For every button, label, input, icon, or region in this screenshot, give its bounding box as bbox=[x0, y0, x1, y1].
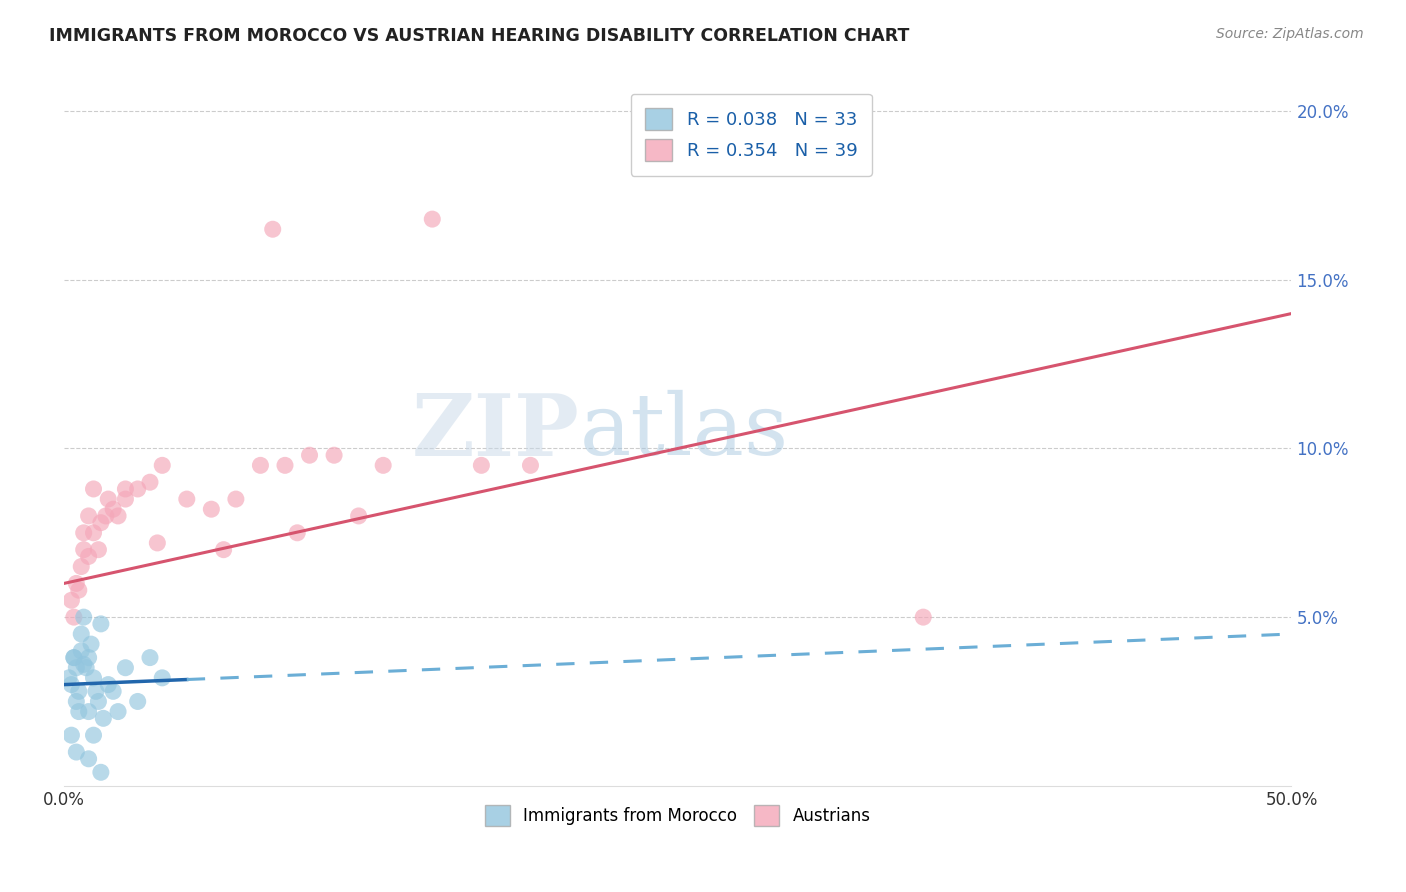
Text: ZIP: ZIP bbox=[412, 390, 579, 474]
Point bbox=[114, 482, 136, 496]
Text: Source: ZipAtlas.com: Source: ZipAtlas.com bbox=[1216, 27, 1364, 41]
Point bbox=[80, 637, 103, 651]
Point bbox=[73, 542, 96, 557]
Point bbox=[65, 694, 87, 708]
Point bbox=[212, 542, 235, 557]
Text: atlas: atlas bbox=[579, 390, 789, 473]
Point bbox=[97, 492, 120, 507]
Point bbox=[65, 745, 87, 759]
Legend: Immigrants from Morocco, Austrians: Immigrants from Morocco, Austrians bbox=[477, 797, 879, 834]
Point bbox=[150, 458, 173, 473]
Point bbox=[114, 492, 136, 507]
Point bbox=[58, 671, 80, 685]
Point bbox=[87, 542, 110, 557]
Point bbox=[150, 671, 173, 685]
Point bbox=[83, 728, 105, 742]
Point bbox=[285, 525, 308, 540]
Point bbox=[60, 728, 83, 742]
Point bbox=[90, 516, 112, 530]
Point bbox=[70, 559, 93, 574]
Point bbox=[67, 583, 90, 598]
Point bbox=[63, 650, 86, 665]
Point bbox=[519, 458, 541, 473]
Point bbox=[101, 502, 124, 516]
Point bbox=[60, 593, 83, 607]
Point bbox=[77, 650, 100, 665]
Point bbox=[67, 684, 90, 698]
Point bbox=[107, 508, 129, 523]
Point bbox=[70, 627, 93, 641]
Point bbox=[60, 677, 83, 691]
Point bbox=[94, 508, 117, 523]
Point bbox=[127, 694, 149, 708]
Point bbox=[470, 458, 492, 473]
Point bbox=[101, 684, 124, 698]
Point bbox=[298, 448, 321, 462]
Point bbox=[373, 458, 395, 473]
Point bbox=[63, 650, 86, 665]
Point bbox=[77, 508, 100, 523]
Point bbox=[114, 661, 136, 675]
Point bbox=[67, 705, 90, 719]
Point bbox=[83, 671, 105, 685]
Point bbox=[75, 661, 97, 675]
Point bbox=[77, 752, 100, 766]
Point bbox=[97, 677, 120, 691]
Point bbox=[90, 765, 112, 780]
Point bbox=[420, 212, 443, 227]
Point bbox=[262, 222, 284, 236]
Point bbox=[146, 536, 169, 550]
Point bbox=[249, 458, 271, 473]
Point bbox=[87, 694, 110, 708]
Point bbox=[77, 705, 100, 719]
Point bbox=[83, 482, 105, 496]
Point bbox=[127, 482, 149, 496]
Point bbox=[63, 610, 86, 624]
Point bbox=[347, 508, 370, 523]
Point bbox=[323, 448, 346, 462]
Text: IMMIGRANTS FROM MOROCCO VS AUSTRIAN HEARING DISABILITY CORRELATION CHART: IMMIGRANTS FROM MOROCCO VS AUSTRIAN HEAR… bbox=[49, 27, 910, 45]
Point bbox=[912, 610, 935, 624]
Point bbox=[83, 525, 105, 540]
Point bbox=[77, 549, 100, 564]
Point bbox=[91, 711, 114, 725]
Point bbox=[225, 492, 247, 507]
Point bbox=[65, 661, 87, 675]
Point bbox=[200, 502, 222, 516]
Point bbox=[73, 657, 96, 672]
Point bbox=[65, 576, 87, 591]
Point bbox=[139, 475, 162, 490]
Point bbox=[274, 458, 297, 473]
Point bbox=[84, 684, 107, 698]
Point bbox=[73, 525, 96, 540]
Point bbox=[139, 650, 162, 665]
Point bbox=[90, 616, 112, 631]
Point bbox=[70, 644, 93, 658]
Point bbox=[176, 492, 198, 507]
Point bbox=[107, 705, 129, 719]
Point bbox=[73, 610, 96, 624]
